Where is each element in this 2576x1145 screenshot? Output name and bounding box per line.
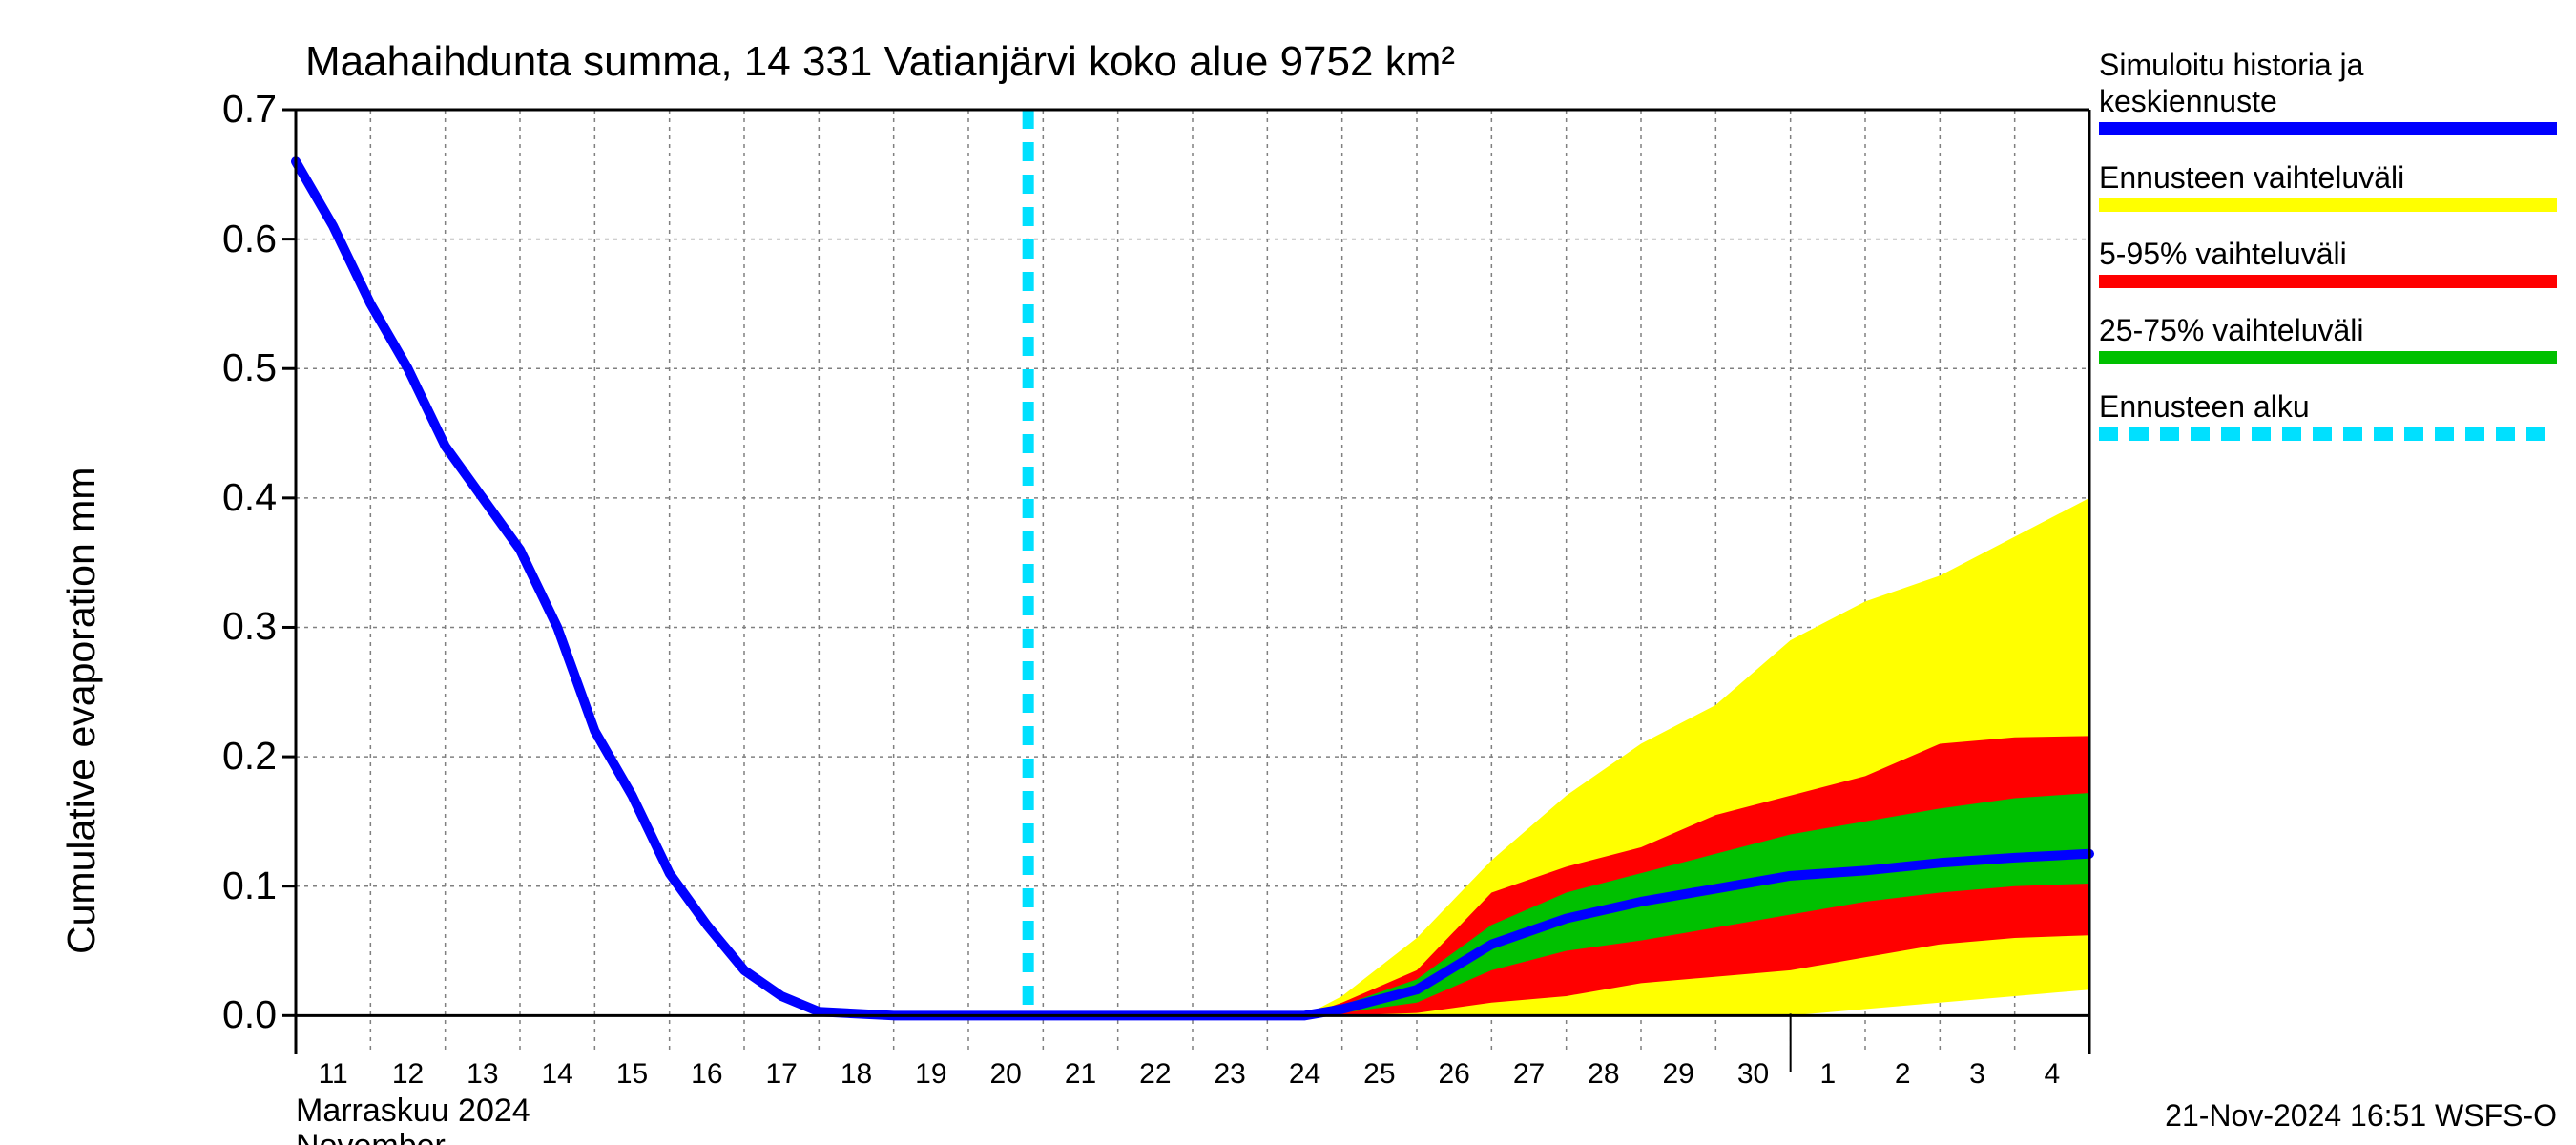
y-tick-label: 0.7 — [162, 87, 277, 132]
legend-swatch — [2099, 198, 2557, 212]
x-tick-label: 2 — [1895, 1058, 1911, 1091]
legend-label: Simuloitu historia ja — [2099, 48, 2363, 83]
plot-area — [296, 110, 2089, 1054]
x-tick-label: 12 — [392, 1058, 424, 1091]
y-axis-label: Cumulative evaporation mm — [59, 468, 104, 954]
x-tick-label: 29 — [1662, 1058, 1693, 1091]
x-tick-label: 13 — [467, 1058, 498, 1091]
x-tick-label: 4 — [2044, 1058, 2060, 1091]
legend-label: Ennusteen alku — [2099, 389, 2310, 425]
y-tick-label: 0.3 — [162, 604, 277, 649]
x-tick-label: 26 — [1438, 1058, 1469, 1091]
chart-container: Maahaihdunta summa, 14 331 Vatianjärvi k… — [0, 0, 2576, 1145]
x-axis-month-fi: Marraskuu 2024 — [296, 1093, 530, 1130]
y-tick-label: 0.0 — [162, 992, 277, 1037]
legend-label: keskiennuste — [2099, 84, 2277, 119]
y-tick-label: 0.2 — [162, 734, 277, 779]
legend-label: 5-95% vaihteluväli — [2099, 237, 2347, 272]
x-tick-label: 23 — [1214, 1058, 1245, 1091]
y-tick-label: 0.6 — [162, 217, 277, 261]
x-tick-label: 1 — [1819, 1058, 1836, 1091]
x-tick-label: 11 — [319, 1058, 348, 1091]
x-tick-label: 21 — [1065, 1058, 1096, 1091]
legend-swatch — [2099, 427, 2557, 441]
legend-swatch — [2099, 275, 2557, 288]
y-tick-label: 0.1 — [162, 864, 277, 908]
x-tick-label: 15 — [616, 1058, 648, 1091]
legend-swatch — [2099, 351, 2557, 364]
x-tick-label: 19 — [915, 1058, 946, 1091]
y-tick-label: 0.4 — [162, 475, 277, 520]
legend-label: Ennusteen vaihteluväli — [2099, 160, 2404, 196]
x-tick-label: 25 — [1363, 1058, 1395, 1091]
x-tick-label: 22 — [1139, 1058, 1171, 1091]
x-tick-label: 28 — [1588, 1058, 1619, 1091]
x-tick-label: 17 — [765, 1058, 797, 1091]
x-tick-label: 30 — [1737, 1058, 1769, 1091]
x-tick-label: 18 — [841, 1058, 872, 1091]
x-tick-label: 16 — [691, 1058, 722, 1091]
x-tick-label: 20 — [989, 1058, 1021, 1091]
legend-swatch — [2099, 122, 2557, 135]
x-tick-label: 27 — [1513, 1058, 1545, 1091]
legend-label: 25-75% vaihteluväli — [2099, 313, 2364, 348]
generation-timestamp: 21-Nov-2024 16:51 WSFS-O — [2165, 1098, 2557, 1134]
x-tick-label: 14 — [541, 1058, 572, 1091]
x-axis-month-en: November — [296, 1128, 446, 1145]
x-tick-label: 3 — [1969, 1058, 1985, 1091]
chart-title: Maahaihdunta summa, 14 331 Vatianjärvi k… — [305, 38, 1455, 86]
y-tick-label: 0.5 — [162, 345, 277, 390]
x-tick-label: 24 — [1289, 1058, 1320, 1091]
